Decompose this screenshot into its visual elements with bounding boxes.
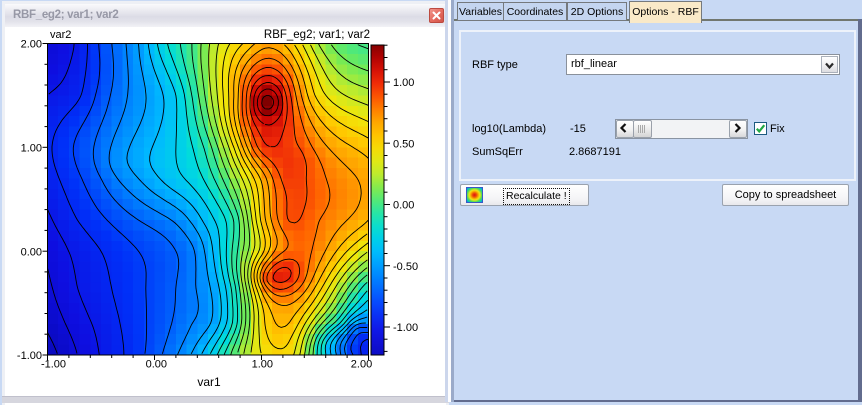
svg-text:-0.50: -0.50 <box>393 261 418 273</box>
svg-text:0.00: 0.00 <box>393 200 414 212</box>
svg-text:0.00: 0.00 <box>146 359 167 371</box>
svg-text:-1.00: -1.00 <box>41 359 66 371</box>
svg-text:0.00: 0.00 <box>21 246 42 258</box>
svg-text:-1.00: -1.00 <box>17 350 42 362</box>
svg-text:2.00: 2.00 <box>351 359 372 371</box>
svg-text:-1.00: -1.00 <box>393 322 418 334</box>
svg-text:2.00: 2.00 <box>21 39 42 51</box>
svg-text:1.00: 1.00 <box>393 77 414 89</box>
svg-text:var1: var1 <box>197 375 221 389</box>
svg-text:1.00: 1.00 <box>21 143 42 155</box>
svg-text:1.00: 1.00 <box>252 359 273 371</box>
svg-text:var2: var2 <box>50 29 71 41</box>
svg-text:0.50: 0.50 <box>393 138 414 150</box>
svg-text:RBF_eg2; var1; var2: RBF_eg2; var1; var2 <box>264 29 370 41</box>
